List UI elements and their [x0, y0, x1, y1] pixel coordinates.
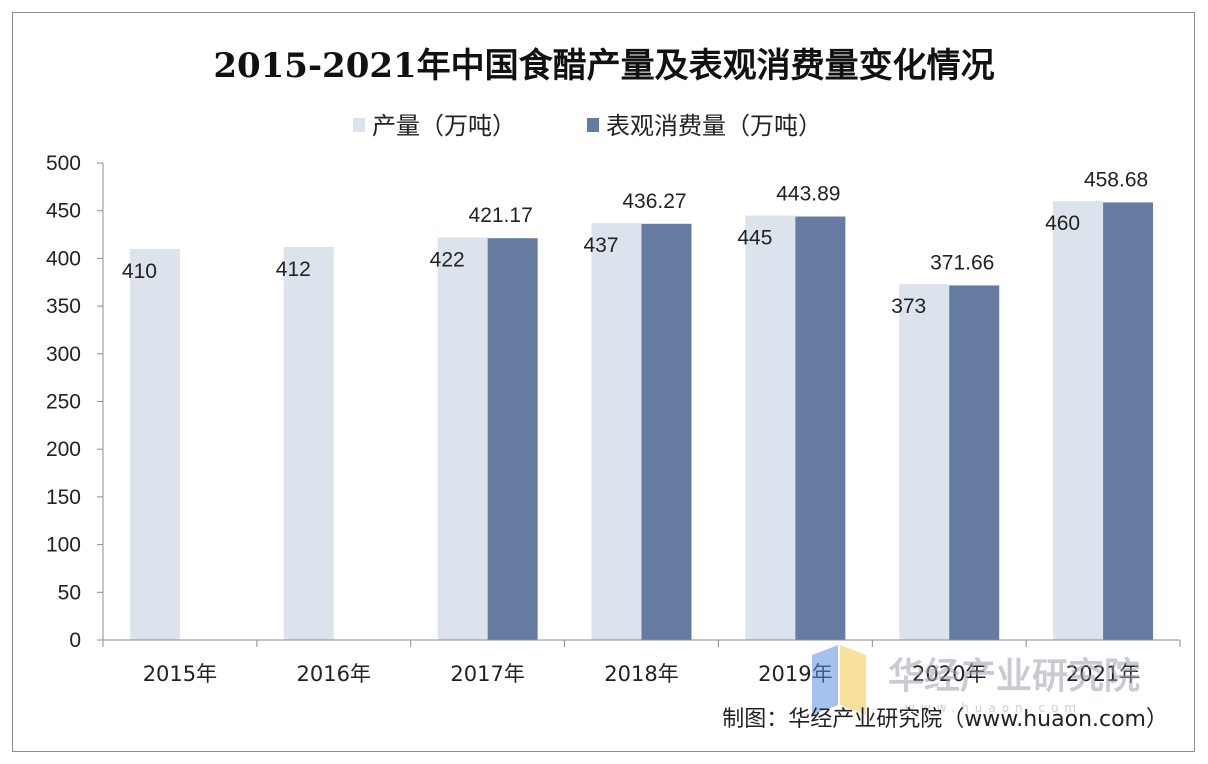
y-axis: 0 50 100 150 200 250 300 350 400 450 500	[46, 152, 104, 652]
y-tick-label: 200	[46, 438, 81, 461]
bar-consumption	[949, 285, 1000, 640]
bar-production	[591, 223, 642, 641]
x-axis: 2015年 2016年 2017年 2018年 2019年 2020年 2021年	[102, 639, 1181, 686]
x-tick-label: 2017年	[450, 662, 524, 686]
chart-title: 2015-2021年中国食醋产量及表观消费量变化情况	[213, 46, 995, 86]
data-label: 443.89	[776, 183, 840, 206]
y-tick-label: 250	[46, 391, 81, 414]
data-label: 458.68	[1084, 168, 1148, 191]
y-tick-label: 100	[46, 534, 81, 557]
y-tick-label: 500	[46, 152, 81, 175]
bar-production	[1053, 201, 1104, 640]
x-tick-label: 2020年	[912, 662, 986, 686]
y-tick-label: 0	[69, 629, 81, 652]
legend: 产量（万吨） 表观消费量（万吨）	[353, 112, 822, 140]
data-label: 437	[584, 234, 619, 257]
legend-swatch-consumption	[587, 118, 599, 132]
bar-consumption	[487, 238, 538, 640]
x-tick-label: 2021年	[1066, 662, 1140, 686]
watermark-logo-yellow	[840, 645, 866, 715]
y-tick-label: 150	[46, 486, 81, 509]
watermark-text: 华经产业研究院	[888, 656, 1140, 697]
watermark: 华经产业研究院 www.huaon.com	[812, 645, 1140, 715]
bar-consumption	[641, 223, 692, 641]
y-tick-label: 350	[46, 295, 81, 318]
data-label: 445	[737, 226, 772, 249]
data-label: 421.17	[469, 204, 533, 227]
data-label: 410	[122, 260, 157, 283]
y-tick-label: 450	[46, 200, 81, 223]
bar-production	[745, 215, 796, 640]
data-label: 436.27	[622, 190, 686, 213]
x-tick-label: 2018年	[604, 662, 678, 686]
data-label: 422	[430, 248, 465, 271]
y-tick-label: 300	[46, 343, 81, 366]
data-label: 373	[891, 295, 926, 318]
watermark-subtext: www.huaon.com	[905, 701, 1082, 715]
x-tick-label: 2015年	[143, 662, 217, 686]
y-tick-label: 50	[58, 581, 81, 604]
y-tick-label: 400	[46, 247, 81, 270]
data-label: 371.66	[930, 251, 994, 274]
bar-production	[437, 237, 488, 641]
x-tick-label: 2016年	[297, 662, 371, 686]
watermark-logo-blue	[812, 645, 838, 715]
data-label: 412	[276, 258, 311, 281]
legend-swatch-production	[353, 118, 365, 132]
bar-consumption	[795, 216, 846, 641]
bar-production	[899, 284, 950, 640]
bar-production	[283, 246, 334, 640]
bars	[129, 201, 1154, 641]
bar-production	[129, 248, 180, 641]
legend-label-consumption: 表观消费量（万吨）	[606, 112, 822, 140]
data-labels: 410 412 422 437 445 373 460 421.17 436.27 443.89 3…	[122, 168, 1148, 318]
data-label: 460	[1045, 212, 1080, 235]
bar-consumption	[1103, 202, 1154, 640]
legend-label-production: 产量（万吨）	[372, 112, 516, 140]
source-note: 制图：华经产业研究院（www.huaon.com）	[722, 707, 1168, 732]
